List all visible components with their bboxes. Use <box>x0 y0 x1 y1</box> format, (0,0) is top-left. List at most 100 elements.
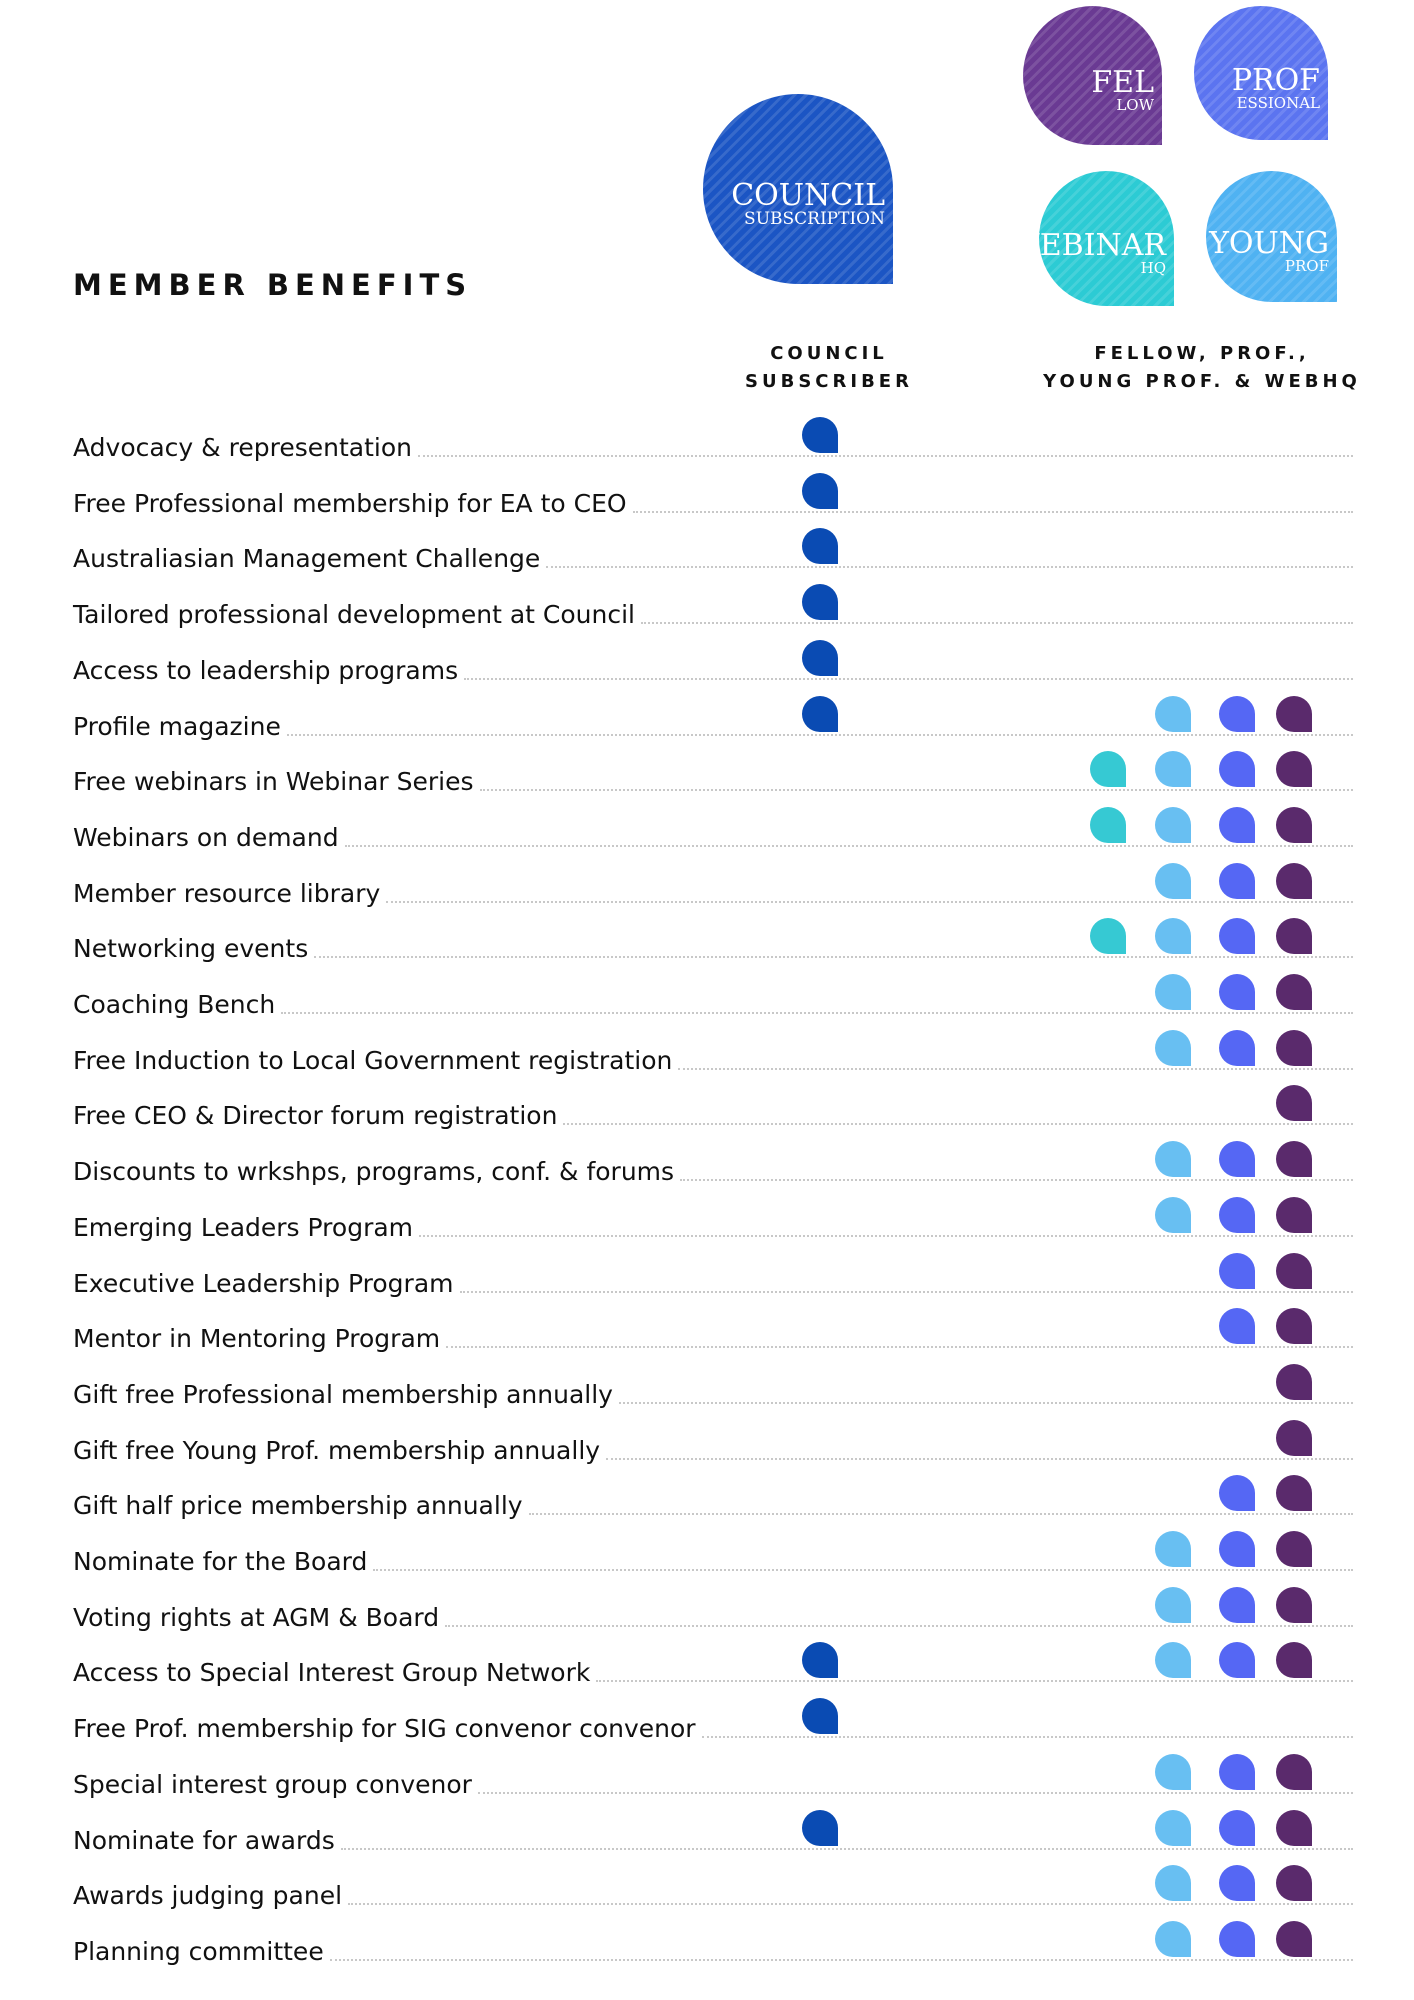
benefit-label: Tailored professional development at Cou… <box>73 600 635 630</box>
benefit-mark <box>1155 974 1191 1010</box>
benefit-row: Awards judging panel <box>73 1871 1353 1911</box>
benefit-label: Voting rights at AGM & Board <box>73 1602 440 1632</box>
badge: YOUNG PROF <box>1206 171 1337 302</box>
benefit-mark <box>1155 695 1191 732</box>
benefit-mark <box>1155 1196 1191 1233</box>
benefit-row: Gift free Professional membership annual… <box>73 1370 1353 1410</box>
benefit-row: Webinars on demand <box>73 813 1353 853</box>
dotted-leader <box>618 1401 1353 1404</box>
benefit-row: Free Prof. membership for SIG convenor c… <box>73 1704 1353 1744</box>
badge-text: WEBINAR <box>1008 228 1166 263</box>
benefit-label: Free Induction to Local Government regis… <box>73 1045 673 1075</box>
benefit-mark <box>802 528 838 565</box>
benefit-mark <box>802 695 838 732</box>
benefit-label: Gift free Young Prof. membership annuall… <box>73 1435 601 1465</box>
benefit-label: Special interest group convenor <box>73 1769 472 1799</box>
benefit-row: Free webinars in Webinar Series <box>73 757 1353 797</box>
benefit-label: Free Professional membership for EA to C… <box>73 488 627 518</box>
dotted-leader <box>701 1736 1353 1739</box>
benefit-label: Profile magazine <box>73 711 281 741</box>
benefit-mark <box>1276 1141 1312 1178</box>
benefit-mark <box>1276 1475 1312 1512</box>
benefit-mark <box>1276 1085 1312 1122</box>
benefit-row: Tailored professional development at Cou… <box>73 590 1353 630</box>
dotted-leader <box>386 900 1353 903</box>
benefit-label: Executive Leadership Program <box>73 1268 454 1298</box>
benefit-row: Australiasian Management Challenge <box>73 534 1353 574</box>
benefit-row: Access to Special Interest Group Network <box>73 1648 1353 1688</box>
badge-text: SUBSCRIPTION <box>744 208 885 229</box>
benefit-mark <box>1219 1865 1255 1902</box>
dotted-leader <box>340 1847 1353 1850</box>
benefit-mark <box>1276 1531 1312 1567</box>
badge-text: HQ <box>1140 259 1166 277</box>
dotted-leader <box>329 1958 1353 1961</box>
benefit-mark <box>1155 862 1191 899</box>
benefit-mark <box>1219 862 1255 899</box>
benefit-mark <box>1276 1586 1312 1623</box>
benefit-mark <box>1276 1308 1312 1345</box>
dotted-leader <box>678 1067 1353 1070</box>
benefit-mark <box>1219 1196 1255 1233</box>
benefit-mark <box>1155 751 1191 788</box>
benefit-label: Member resource library <box>73 878 381 908</box>
dotted-leader <box>680 1179 1353 1182</box>
benefit-row: Networking events <box>73 924 1353 964</box>
title: MEMBER BENEFITS <box>73 268 473 302</box>
benefit-mark <box>1090 918 1126 955</box>
benefit-mark <box>1155 1920 1191 1957</box>
benefit-row: Free CEO & Director forum registration <box>73 1091 1353 1131</box>
badge-text: LOW <box>1116 96 1154 114</box>
dotted-leader <box>459 1290 1353 1293</box>
benefit-mark <box>1276 1809 1312 1846</box>
benefit-mark <box>1276 695 1312 732</box>
benefit-mark <box>1276 1753 1312 1790</box>
badge: FEL LOW <box>1023 6 1162 145</box>
benefit-row: Special interest group convenor <box>73 1760 1353 1800</box>
dotted-leader <box>446 1346 1353 1349</box>
benefit-label: Webinars on demand <box>73 822 339 852</box>
benefit-mark <box>1219 1531 1255 1567</box>
benefit-mark <box>1276 974 1312 1010</box>
badge-text: ESSIONAL <box>1236 93 1320 112</box>
benefit-mark <box>1219 806 1255 843</box>
benefit-mark <box>1155 1586 1191 1623</box>
dotted-leader <box>344 844 1353 847</box>
benefit-mark <box>1155 806 1191 843</box>
dotted-leader <box>419 1234 1353 1237</box>
benefit-row: Discounts to wrkshps, programs, conf. & … <box>73 1147 1353 1187</box>
benefit-label: Nominate for awards <box>73 1825 335 1855</box>
benefit-mark <box>1155 918 1191 955</box>
benefit-label: Planning committee <box>73 1936 324 1966</box>
benefit-mark <box>1155 1531 1191 1567</box>
benefit-row: Nominate for the Board <box>73 1537 1353 1577</box>
badge-text: COUNCIL <box>731 177 885 213</box>
benefit-mark <box>1219 1029 1255 1066</box>
benefit-mark <box>1276 1419 1312 1456</box>
dotted-leader <box>348 1903 1353 1906</box>
benefit-mark <box>1155 1642 1191 1679</box>
benefit-mark <box>1219 918 1255 955</box>
benefit-mark <box>802 472 838 509</box>
benefit-row: Coaching Bench <box>73 980 1353 1020</box>
dotted-leader <box>546 566 1353 569</box>
benefit-label: Gift half price membership annually <box>73 1491 523 1521</box>
column-header: COUNCIL <box>770 343 888 364</box>
benefit-mark <box>1155 1809 1191 1846</box>
benefit-mark <box>1219 1753 1255 1790</box>
badge-text: FEL <box>1091 65 1154 100</box>
benefit-label: Mentor in Mentoring Program <box>73 1324 441 1354</box>
benefit-label: Nominate for the Board <box>73 1547 368 1576</box>
benefit-mark <box>1155 1141 1191 1178</box>
dotted-leader <box>596 1680 1353 1683</box>
badge-text: PROF <box>1284 257 1329 275</box>
dotted-leader <box>445 1624 1353 1627</box>
benefit-label: Australiasian Management Challenge <box>73 544 541 574</box>
benefit-label: Discounts to wrkshps, programs, conf. & … <box>73 1157 675 1187</box>
badge: PROF ESSIONAL <box>1194 6 1328 140</box>
column-header: FELLOW, PROF., <box>1094 343 1310 364</box>
benefit-row: Emerging Leaders Program <box>73 1203 1353 1243</box>
benefit-mark <box>802 1809 838 1846</box>
benefit-mark <box>1155 1865 1191 1902</box>
benefit-row: Mentor in Mentoring Program <box>73 1314 1353 1354</box>
